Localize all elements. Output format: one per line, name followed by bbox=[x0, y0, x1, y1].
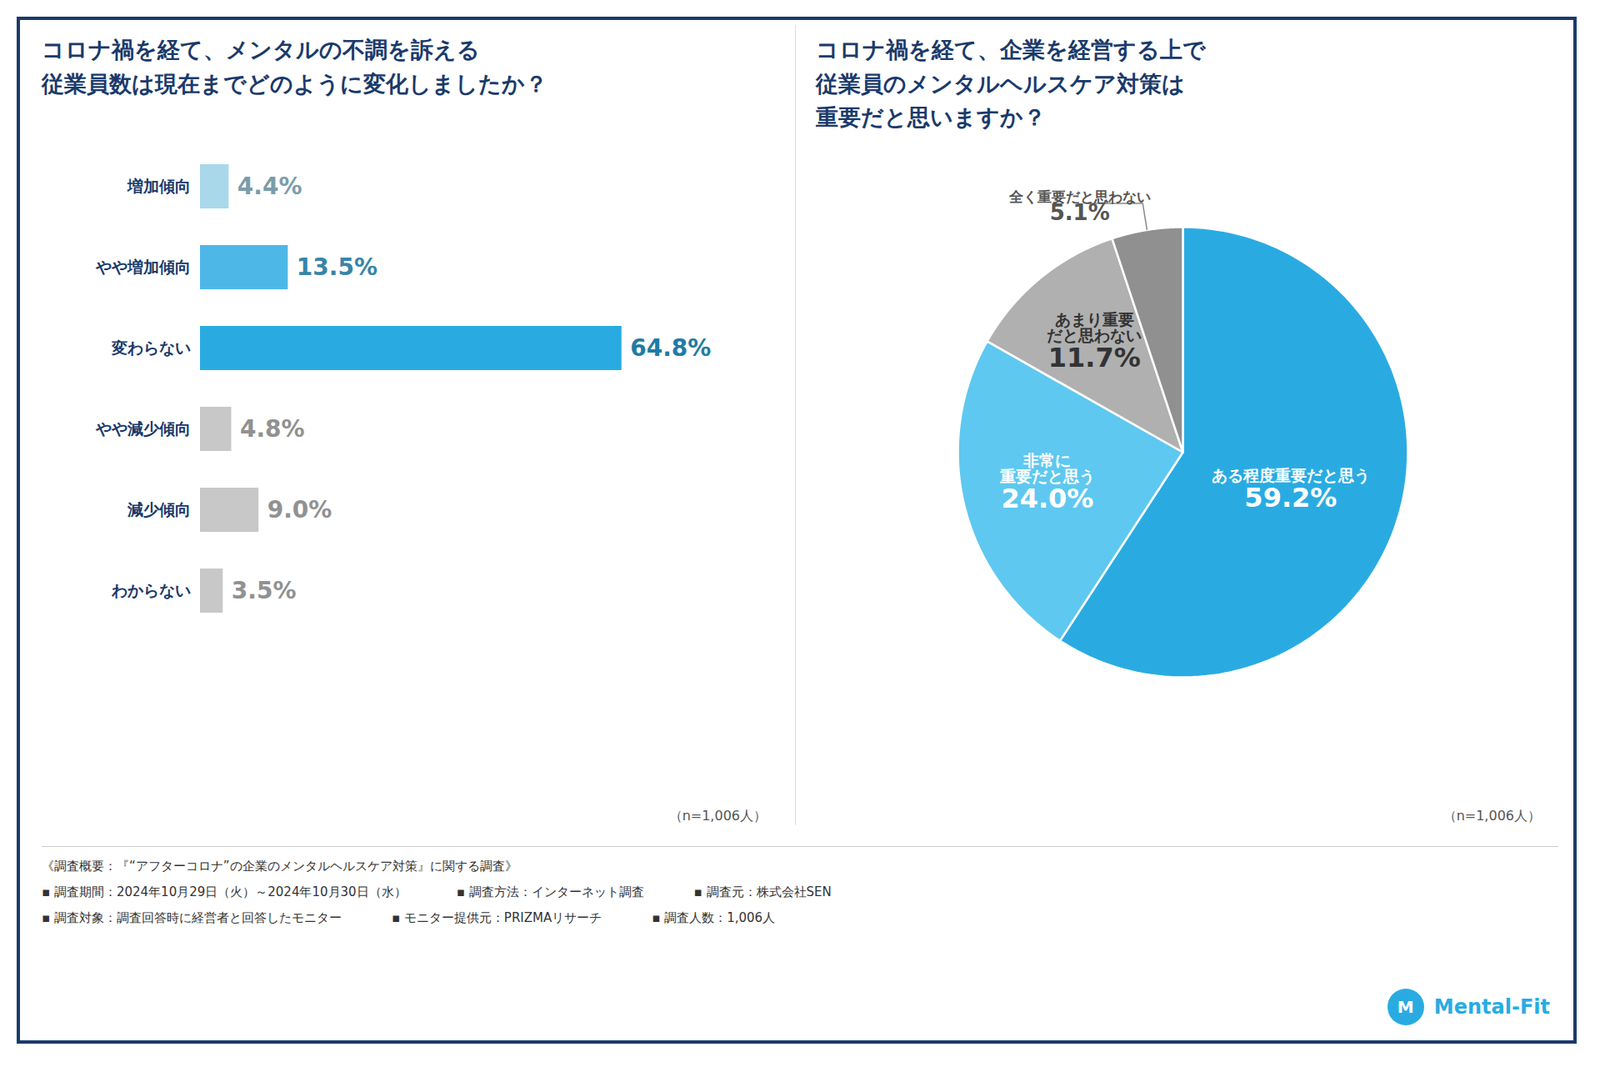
svg-text:変わらない: 変わらない bbox=[110, 338, 191, 357]
svg-text:11.7%: 11.7% bbox=[1048, 340, 1141, 373]
svg-text:3.5%: 3.5% bbox=[231, 576, 297, 605]
html-text:▪ 調査方法：インターネット調査: ▪ 調査方法：インターネット調査 bbox=[456, 884, 644, 900]
html-text:▪ 調査人数：1,006人: ▪ 調査人数：1,006人 bbox=[651, 910, 776, 925]
html-text:▪ 調査元：株式会社SEN: ▪ 調査元：株式会社SEN bbox=[693, 884, 832, 900]
html-text:コロナ禍を経て、企業を経営する上で 従業員のメンタルヘルスケ: コロナ禍を経て、企業を経営する上で 従業員のメンタルヘルスケア対策は 重要だと思… bbox=[815, 36, 1206, 130]
svg-text:ある程度重要だと思う: ある程度重要だと思う bbox=[1211, 465, 1370, 484]
html-text:▪ 調査期間：2024年10月29日（火）～2024年10月: ▪ 調査期間：2024年10月29日（火）～2024年10月30日（水） bbox=[41, 884, 407, 900]
svg-text:13.5%: 13.5% bbox=[296, 253, 378, 281]
html-text:（n=1,006人）: （n=1,006人） bbox=[1443, 807, 1541, 824]
svg-text:64.8%: 64.8% bbox=[630, 334, 711, 362]
html-text:Mental-Fit: Mental-Fit bbox=[1434, 995, 1550, 1019]
svg-text:減少傾向: 減少傾向 bbox=[126, 500, 191, 519]
svg-text:やや増加傾向: やや増加傾向 bbox=[95, 257, 191, 276]
svg-text:あまり重要だと思わない: あまり重要だと思わない bbox=[1046, 310, 1142, 345]
html-text:▪ モニター提供元：PRIZMAリサーチ: ▪ モニター提供元：PRIZMAリサーチ bbox=[391, 910, 602, 925]
html-text:《調査概要：『“アフターコロナ”の企業のメンタルヘルスケア対: 《調査概要：『“アフターコロナ”の企業のメンタルヘルスケア対策』に関する調査》 bbox=[41, 858, 518, 874]
html-text:M: M bbox=[1397, 996, 1414, 1017]
html-text:コロナ禍を経て、メンタルの不調を訴える 従業員数は現在までど: コロナ禍を経て、メンタルの不調を訴える 従業員数は現在までどのように変化しました… bbox=[41, 36, 548, 97]
svg-text:9.0%: 9.0% bbox=[267, 495, 333, 524]
svg-text:24.0%: 24.0% bbox=[1000, 481, 1094, 514]
svg-text:わからない: わからない bbox=[110, 580, 191, 600]
svg-text:5.1%: 5.1% bbox=[1050, 200, 1110, 225]
svg-text:やや減少傾向: やや減少傾向 bbox=[95, 419, 191, 438]
html-text:（n=1,006人）: （n=1,006人） bbox=[668, 807, 767, 824]
svg-text:4.4%: 4.4% bbox=[237, 172, 303, 200]
html-text:▪ 調査対象：調査回答時に経営者と回答したモニター: ▪ 調査対象：調査回答時に経営者と回答したモニター bbox=[41, 910, 342, 925]
svg-text:全く重要だと思わない: 全く重要だと思わない bbox=[1008, 187, 1151, 205]
svg-text:59.2%: 59.2% bbox=[1244, 480, 1337, 513]
svg-text:4.8%: 4.8% bbox=[240, 415, 305, 443]
svg-text:増加傾向: 増加傾向 bbox=[126, 176, 191, 195]
svg-text:非常に重要だと思う: 非常に重要だと思う bbox=[999, 450, 1095, 486]
